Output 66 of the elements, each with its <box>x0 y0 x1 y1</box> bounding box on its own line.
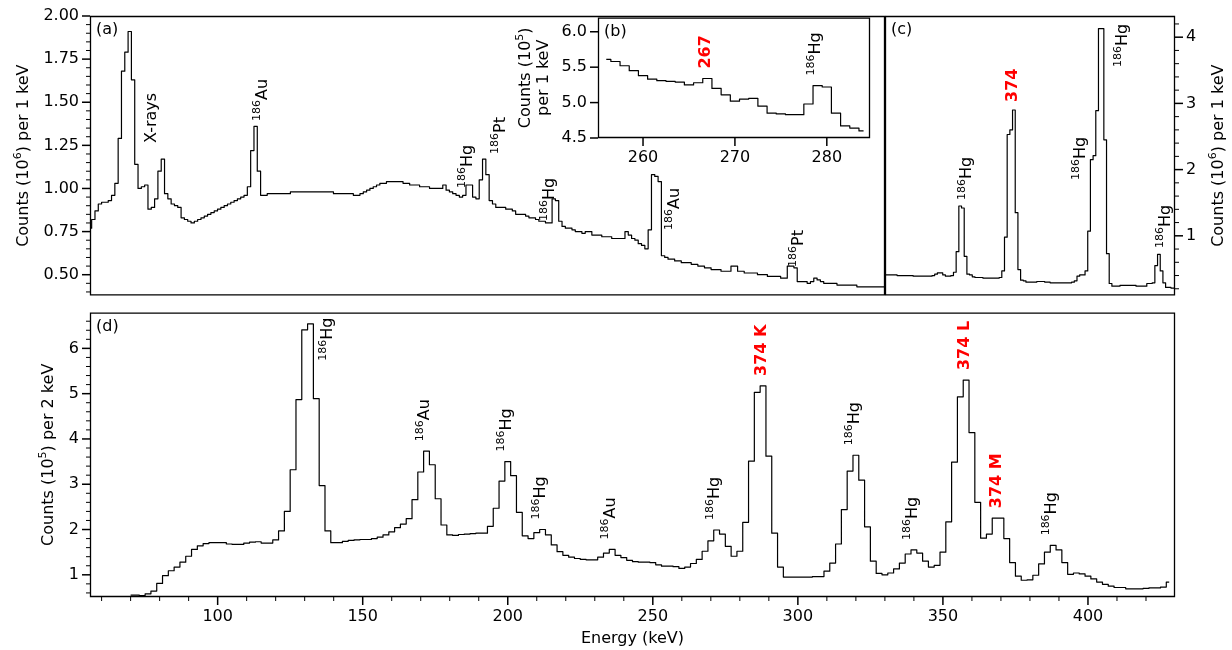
annotation: 186Hg <box>455 144 476 188</box>
y-tick-label: 3 <box>68 473 79 493</box>
y-axis-title: Counts (105) per 1 keV <box>512 27 552 129</box>
x-tick-label: 250 <box>637 605 669 625</box>
y-tick-label: 2.00 <box>43 5 79 25</box>
y-tick-label: 1 <box>1186 224 1197 244</box>
y-tick-label: 5 <box>68 382 79 402</box>
y-tick-label: 1.00 <box>43 177 79 197</box>
y-axis-title: Counts (106) per 1 keV <box>1206 64 1227 247</box>
annotation: 267 <box>695 35 715 69</box>
annotation: 186Au <box>250 78 271 121</box>
annotation: 186Au <box>662 187 683 230</box>
y-tick-label: 0.75 <box>43 220 79 240</box>
y-tick-label: 5.5 <box>561 56 587 76</box>
annotation: 186Hg <box>954 156 976 200</box>
y-tick-label: 4.5 <box>561 127 587 147</box>
y-tick-label: 4 <box>68 428 79 448</box>
y-tick-label: 6 <box>68 337 79 357</box>
annotation: 186Hg <box>899 496 921 540</box>
x-tick-label: 100 <box>202 605 233 625</box>
x-tick-label: 260 <box>627 146 659 166</box>
x-tick-label: 300 <box>782 605 814 625</box>
annotation: 186Hg <box>1110 23 1132 67</box>
annotation: 186Hg <box>1153 204 1174 248</box>
annotation: 186Hg <box>537 177 558 221</box>
annotation: 186Hg <box>1068 136 1090 180</box>
annotation: (b) <box>604 20 627 40</box>
annotation: 186Au <box>412 399 434 442</box>
annotation: 186Hg <box>528 476 550 520</box>
y-tick-label: 2 <box>68 518 79 538</box>
y-tick-label: 0.50 <box>43 263 79 283</box>
annotation: (c) <box>891 19 913 38</box>
annotation: 186Hg <box>493 408 515 452</box>
x-tick-label: 200 <box>492 605 524 625</box>
annotation: 186Hg <box>841 402 863 446</box>
annotation: 374 M <box>985 453 1005 509</box>
y-axis-title: Counts (105) per 2 keV <box>36 363 57 546</box>
annotation: 186Pt <box>786 230 807 267</box>
y-tick-label: 3 <box>1186 92 1197 112</box>
annotation: 186Pt <box>488 117 509 154</box>
y-axis-title: Counts (106) per 1 keV <box>11 64 32 247</box>
y-tick-label: 1.75 <box>43 48 79 68</box>
annotation: (d) <box>96 315 119 335</box>
y-tick-label: 6.0 <box>561 20 587 40</box>
y-tick-label: 1.25 <box>43 134 79 154</box>
annotation: 186Hg <box>315 317 337 361</box>
y-tick-label: 1 <box>68 563 79 583</box>
annotation: (a) <box>96 19 119 38</box>
y-tick-label: 1.50 <box>43 91 79 111</box>
annotation: X-rays <box>140 92 160 143</box>
x-tick-label: 150 <box>347 605 378 625</box>
annotation: 374 K <box>750 324 770 376</box>
y-tick-label: 5.0 <box>561 91 587 111</box>
x-axis-title: Energy (keV) <box>580 628 685 647</box>
annotation: 186Au <box>598 497 619 540</box>
y-tick-label: 4 <box>1186 26 1197 46</box>
x-tick-label: 400 <box>1072 605 1104 625</box>
annotation: 374 <box>1002 68 1022 102</box>
annotation: 186Hg <box>1039 492 1060 536</box>
annotation: 374 L <box>953 320 973 371</box>
annotation: 186Hg <box>803 32 825 76</box>
x-tick-label: 270 <box>719 146 751 166</box>
x-tick-label: 350 <box>927 605 959 625</box>
annotation: 186Hg <box>702 476 724 520</box>
x-tick-label: 280 <box>811 146 843 166</box>
y-tick-label: 2 <box>1186 158 1197 178</box>
